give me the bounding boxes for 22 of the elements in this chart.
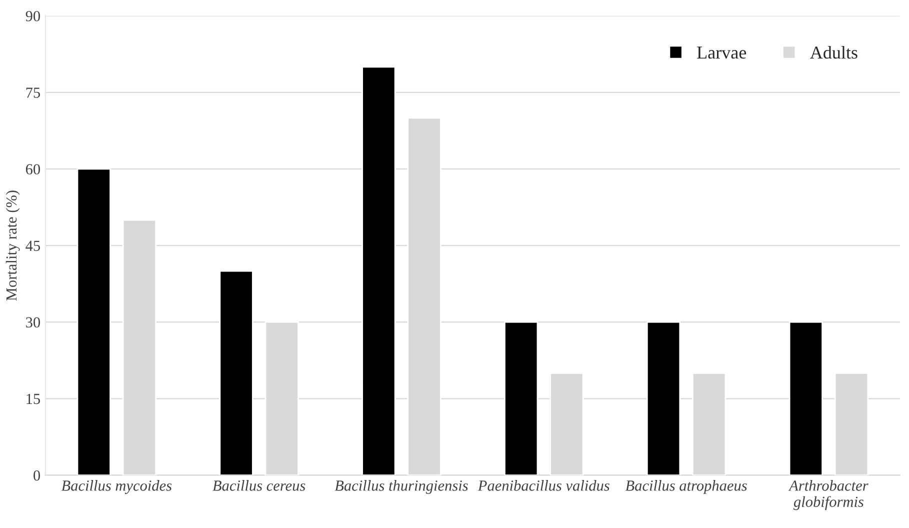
x-tick-label: Arthrobacter globiformis bbox=[788, 480, 868, 510]
x-tick-label: Bacillus atrophaeus bbox=[625, 480, 747, 494]
y-tick-label: 60 bbox=[26, 164, 40, 174]
y-tick-label: 75 bbox=[26, 88, 40, 98]
bar bbox=[646, 321, 681, 476]
x-tick-label: Bacillus cereus bbox=[212, 480, 306, 491]
x-tick-label: Bacillus mycoides bbox=[61, 480, 172, 494]
legend-label: Larvae bbox=[697, 46, 746, 59]
y-tick-label: 15 bbox=[26, 394, 40, 404]
bar bbox=[504, 321, 538, 476]
bar bbox=[362, 66, 396, 476]
bar bbox=[219, 270, 254, 476]
y-tick-label: 90 bbox=[26, 10, 40, 22]
x-tick-label: Bacillus thuringiensis bbox=[334, 480, 468, 494]
bar bbox=[76, 168, 111, 476]
legend-label: Adults bbox=[810, 46, 858, 59]
x-tick-label: Paenibacillus validus bbox=[478, 480, 610, 491]
y-tick-label: 45 bbox=[26, 240, 40, 251]
bar bbox=[788, 321, 823, 476]
y-axis-title: Mortality rate (%) bbox=[6, 190, 20, 301]
y-tick-label: 0 bbox=[34, 470, 40, 481]
y-tick-label: 30 bbox=[26, 317, 40, 328]
